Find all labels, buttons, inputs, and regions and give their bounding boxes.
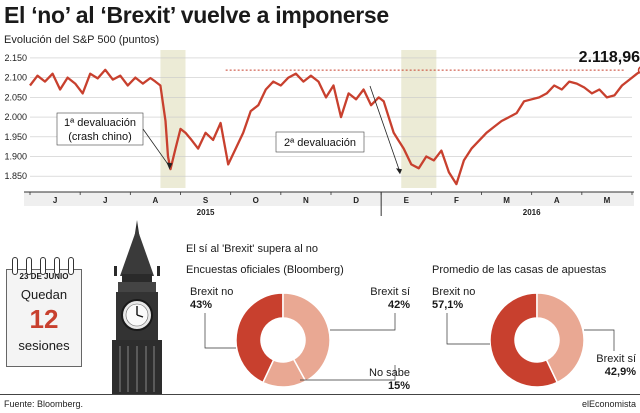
bets-label-si-value: 42,9% bbox=[604, 366, 636, 378]
annotation-2-arrowhead bbox=[396, 168, 402, 175]
calendar-countdown: 23 DE JUNIO Quedan 12 sesiones bbox=[6, 257, 84, 367]
calendar-sesiones: sesiones bbox=[18, 338, 70, 353]
calendar-date: 23 DE JUNIO bbox=[19, 272, 69, 281]
big-ben-icon bbox=[112, 220, 162, 394]
y-tick-label: 1.950 bbox=[4, 132, 27, 142]
poll-label-nosabe: No sabe 15% bbox=[364, 367, 410, 393]
y-tick-label: 2.150 bbox=[4, 53, 27, 63]
x-tick-label: M bbox=[604, 196, 611, 205]
x-tick-label: J bbox=[53, 196, 57, 205]
x-tick-label: J bbox=[103, 196, 107, 205]
poll-label-no: Brexit no 43% bbox=[190, 286, 233, 312]
calendar-ring-icon bbox=[40, 257, 46, 275]
y-tick-label: 2.050 bbox=[4, 92, 27, 102]
y-tick-label: 2.100 bbox=[4, 73, 27, 83]
poll-label-si-name: Brexit sí bbox=[370, 286, 410, 298]
chart-subtitle: Evolución del S&P 500 (puntos) bbox=[4, 34, 160, 46]
year-label: 2015 bbox=[197, 208, 215, 217]
calendar-quedan: Quedan bbox=[20, 287, 68, 302]
x-tick-label: D bbox=[353, 196, 359, 205]
brand-logo: elEconomista bbox=[581, 399, 636, 409]
poll-donut-title: El sí al 'Brexit' supera al no bbox=[186, 243, 318, 255]
poll-label-si-value: 42% bbox=[387, 299, 410, 311]
sp500-series-line bbox=[29, 68, 640, 186]
poll-leader-no bbox=[204, 313, 236, 349]
annotation-box-2 bbox=[275, 131, 365, 153]
bets-label-no-value: 57,1% bbox=[432, 299, 464, 311]
calendar-page: 23 DE JUNIO Quedan 12 sesiones bbox=[6, 269, 82, 367]
poll-donut-slice-0 bbox=[235, 292, 284, 384]
poll-label-no-name: Brexit no bbox=[190, 286, 234, 298]
annotation-1-arrow bbox=[142, 128, 170, 167]
source-note: Fuente: Bloomberg. bbox=[4, 399, 84, 409]
x-tick-label: M bbox=[503, 196, 510, 205]
poll-donut-slice-1 bbox=[282, 292, 331, 383]
x-tick-label: N bbox=[303, 196, 309, 205]
calendar-number: 12 bbox=[29, 304, 59, 334]
poll-donut-slice-2 bbox=[261, 358, 307, 388]
last-value-label: 2.118,96 bbox=[579, 49, 640, 66]
bets-donut-slice-0 bbox=[489, 292, 559, 388]
poll-label-si: Brexit sí 42% bbox=[368, 286, 410, 312]
y-tick-label: 1.850 bbox=[4, 171, 27, 181]
year-label: 2016 bbox=[523, 208, 541, 217]
poll-label-no-value: 43% bbox=[190, 299, 213, 311]
x-tick-label: F bbox=[454, 196, 459, 205]
x-tick-label: E bbox=[404, 196, 410, 205]
bets-label-no-name: Brexit no bbox=[432, 286, 476, 298]
poll-leader-nosabe bbox=[300, 365, 396, 381]
y-tick-label: 2.000 bbox=[4, 112, 27, 122]
y-tick-label: 1.900 bbox=[4, 151, 27, 161]
bets-label-si: Brexit sí 42,9% bbox=[592, 353, 636, 379]
bets-label-no: Brexit no 57,1% bbox=[432, 286, 475, 312]
poll-donut-subtitle: Encuestas oficiales (Bloomberg) bbox=[186, 264, 344, 276]
x-tick-label: A bbox=[554, 196, 560, 205]
x-tick-label: S bbox=[203, 196, 209, 205]
calendar-ring-icon bbox=[54, 257, 60, 275]
devaluation-band-2 bbox=[401, 50, 437, 188]
bottom-rule bbox=[0, 394, 640, 395]
bets-donut-slice-1 bbox=[536, 292, 585, 384]
bets-leader-no bbox=[446, 313, 490, 345]
poll-label-nosabe-value: 15% bbox=[387, 380, 410, 392]
x-axis-band bbox=[24, 192, 634, 206]
bets-label-si-name: Brexit sí bbox=[596, 353, 636, 365]
annotation-1-line-1: 1ª devaluación bbox=[64, 117, 136, 129]
annotation-2: 2ª devaluación bbox=[284, 137, 356, 149]
x-tick-label: A bbox=[153, 196, 159, 205]
bets-leader-si bbox=[584, 329, 615, 351]
headline: El ‘no’ al ‘Brexit’ vuelve a imponerse bbox=[4, 2, 389, 28]
calendar-ring-icon bbox=[68, 257, 74, 275]
annotation-1-line-2: (crash chino) bbox=[68, 131, 132, 143]
x-tick-label: O bbox=[253, 196, 259, 205]
poll-label-nosabe-name: No sabe bbox=[369, 367, 410, 379]
poll-leader-si bbox=[330, 313, 396, 331]
annotation-2-arrow bbox=[369, 85, 401, 173]
calendar-ring-icon bbox=[26, 257, 32, 275]
bets-donut-title: Promedio de las casas de apuestas bbox=[432, 264, 607, 276]
annotation-1-arrowhead bbox=[166, 162, 173, 170]
calendar-ring-icon bbox=[12, 257, 18, 275]
